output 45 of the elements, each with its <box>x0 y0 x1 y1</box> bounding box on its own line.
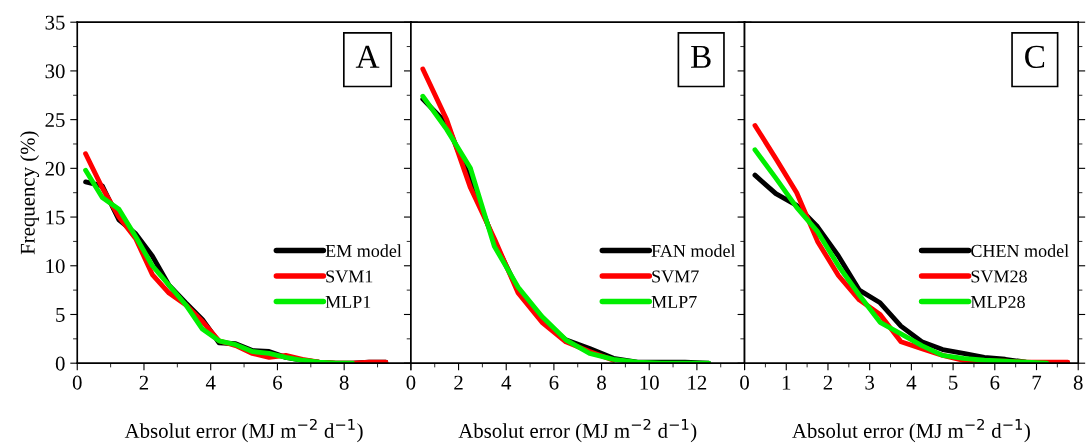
legend-label: MLP7 <box>651 296 697 308</box>
x-tick-label: 4 <box>906 375 917 390</box>
x-tick-label: 3 <box>865 375 875 390</box>
legend-label: EM model <box>325 244 402 258</box>
x-tick-label: 8 <box>597 375 606 390</box>
x-axis-title: Absolut error (MJ m$^{−2}$ d$^{−1}$) <box>124 418 363 443</box>
legend-label: SVM7 <box>652 270 699 283</box>
x-axis-title: Absolut error (MJ m$^{−2}$ d$^{−1}$) <box>792 418 1030 443</box>
y-tick-label: 20 <box>45 161 65 176</box>
x-tick-label: 1 <box>782 375 791 390</box>
legend-label: SVM28 <box>971 270 1027 283</box>
x-tick-label: 0 <box>406 375 416 390</box>
x-tick-label: 4 <box>501 375 512 390</box>
y-tick-label: 10 <box>46 259 65 274</box>
x-tick-label: 2 <box>139 375 149 390</box>
legend-label: FAN model <box>651 244 736 258</box>
legend-label: SVM1 <box>326 270 373 283</box>
y-tick-label: 35 <box>45 15 65 30</box>
y-axis-title: Frequency (%) <box>20 131 40 255</box>
x-tick-label: 12 <box>688 375 707 390</box>
annotation: A <box>355 45 380 68</box>
x-tick-label: 6 <box>990 375 1000 390</box>
x-tick-label: 6 <box>549 375 559 390</box>
y-tick-label: 30 <box>45 64 65 79</box>
y-tick-label: 0 <box>55 356 65 371</box>
x-tick-label: 2 <box>454 375 463 390</box>
y-tick-label: 5 <box>56 308 65 322</box>
x-tick-label: 7 <box>1032 375 1042 390</box>
x-tick-label: 8 <box>1073 375 1083 390</box>
x-axis-title: Absolut error (MJ m$^{−2}$ d$^{−1}$) <box>458 418 697 443</box>
x-tick-label: 6 <box>273 375 283 390</box>
x-tick-label: 5 <box>949 375 958 390</box>
annotation: C <box>1025 45 1045 69</box>
x-tick-label: 2 <box>823 375 833 390</box>
x-tick-label: 0 <box>72 375 82 390</box>
x-tick-label: 10 <box>640 375 659 390</box>
y-tick-label: 25 <box>45 113 65 128</box>
legend-label: CHEN model <box>971 244 1069 258</box>
y-tick-label: 15 <box>46 210 65 225</box>
x-tick-label: 4 <box>205 375 216 390</box>
x-tick-label: 8 <box>339 375 349 390</box>
annotation: B <box>691 45 711 68</box>
x-tick-label: 0 <box>740 375 749 390</box>
legend-label: MLP1 <box>325 295 371 308</box>
legend-label: MLP28 <box>970 295 1025 309</box>
